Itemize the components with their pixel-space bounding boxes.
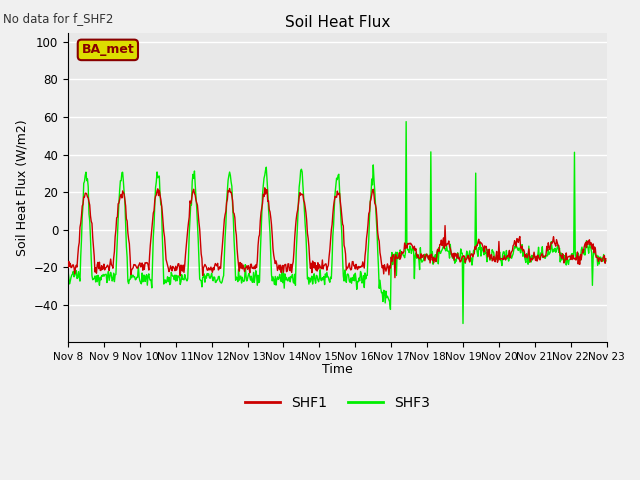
Y-axis label: Soil Heat Flux (W/m2): Soil Heat Flux (W/m2) — [15, 119, 28, 256]
Text: No data for f_SHF2: No data for f_SHF2 — [3, 12, 113, 25]
X-axis label: Time: Time — [322, 363, 353, 376]
Title: Soil Heat Flux: Soil Heat Flux — [285, 15, 390, 30]
Text: BA_met: BA_met — [81, 43, 134, 56]
Legend: SHF1, SHF3: SHF1, SHF3 — [239, 391, 435, 416]
